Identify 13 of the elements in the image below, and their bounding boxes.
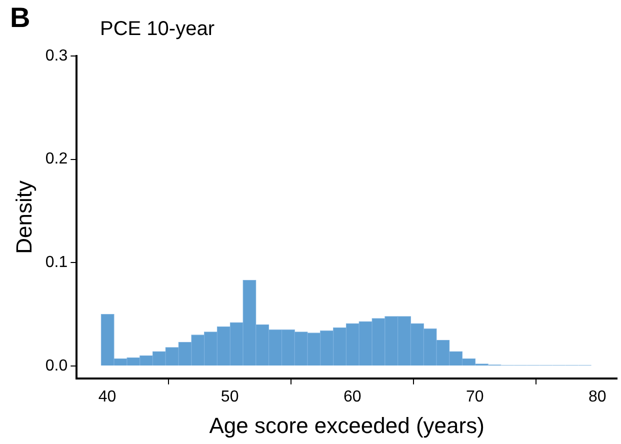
chart-title: PCE 10-year	[100, 18, 214, 41]
x-tick-label: 40	[98, 388, 116, 406]
y-tick-label: 0.1	[45, 254, 68, 272]
x-axis-title: Age score exceeded (years)	[209, 412, 484, 438]
text: B	[10, 2, 30, 34]
y-tick-label: 0.2	[45, 150, 68, 168]
x-tick-label: 80	[588, 388, 606, 406]
x-tick-label: 70	[466, 388, 484, 406]
x-tick-label: 60	[343, 388, 362, 406]
x-tick-label: 50	[220, 388, 239, 406]
y-tick-label: 0.0	[45, 357, 68, 374]
y-tick-label: 0.3	[45, 47, 68, 64]
y-axis-title: Density	[11, 180, 36, 254]
